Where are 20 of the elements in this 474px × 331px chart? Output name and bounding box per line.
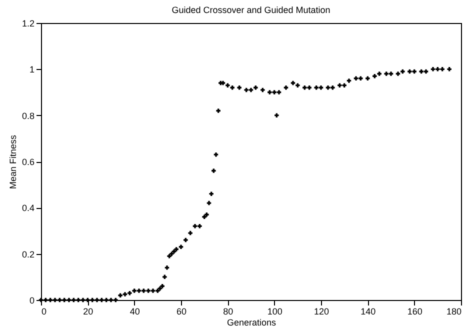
y-tick-label: 0.2 (22, 249, 34, 260)
x-tick-label: 120 (314, 306, 330, 316)
x-tick-label: 0 (42, 306, 47, 316)
chart-title: Guided Crossover and Guided Mutation (172, 5, 330, 15)
x-tick-label: 140 (360, 306, 376, 316)
x-tick-label: 180 (446, 306, 462, 316)
y-tick-label: 1.2 (22, 18, 34, 28)
x-axis-title: Generations (226, 318, 277, 328)
y-tick-label: 0.8 (22, 110, 34, 121)
y-tick-label: 0.4 (22, 203, 34, 214)
y-tick-label: 0 (29, 296, 34, 306)
x-tick-label: 20 (83, 306, 94, 316)
y-tick-label: 0.6 (22, 157, 34, 167)
y-axis-title: Mean Fitness (8, 134, 18, 190)
x-tick-label: 60 (176, 306, 187, 316)
x-tick-label: 40 (130, 306, 140, 316)
y-tick-label: 1 (29, 64, 34, 75)
x-tick-label: 100 (267, 306, 282, 316)
x-tick-label: 80 (223, 306, 234, 316)
x-tick-label: 160 (407, 306, 422, 316)
